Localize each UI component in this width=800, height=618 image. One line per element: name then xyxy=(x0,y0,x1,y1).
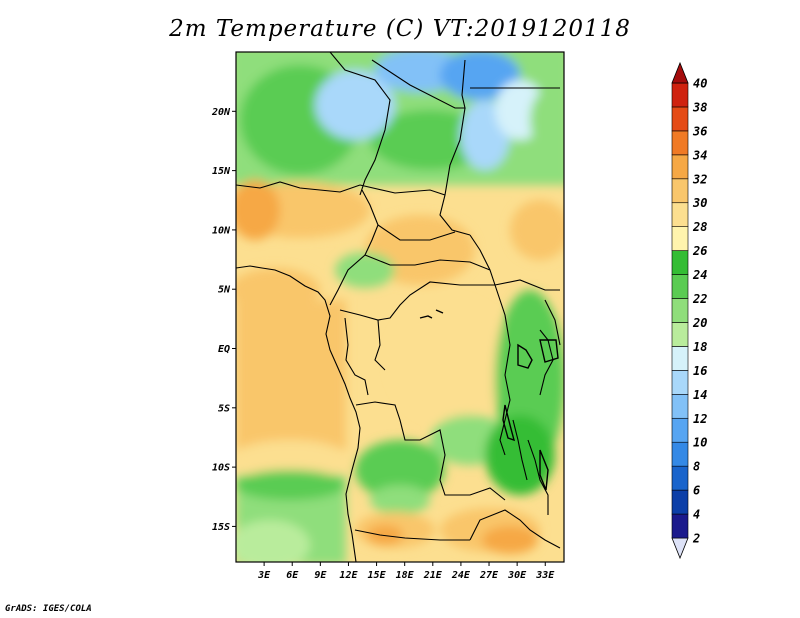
colorbar-label: 6 xyxy=(693,484,700,498)
chart-title: 2m Temperature (C) VT:2019120118 xyxy=(169,16,631,42)
lon-tick-label: 6E xyxy=(286,570,299,581)
lon-tick-label: 18E xyxy=(396,570,415,581)
colorbar-segment xyxy=(671,106,689,132)
colorbar-segment xyxy=(671,346,689,371)
grads-credit: GrADS: IGES/COLA xyxy=(5,604,92,614)
colorbar-label: 40 xyxy=(693,77,707,91)
lon-tick-label: 9E xyxy=(314,570,327,581)
lon-tick-label: 27E xyxy=(479,570,499,581)
colorbar-segment xyxy=(671,417,689,443)
colorbar-segment xyxy=(671,322,689,347)
colorbar-segment xyxy=(671,298,689,323)
colorbar-label: 32 xyxy=(692,172,707,186)
colorbar-segment xyxy=(671,394,689,419)
country-borders xyxy=(236,52,561,562)
lat-tick-label: 15S xyxy=(212,522,230,533)
colorbar-high-triangle xyxy=(671,61,689,84)
colorbar-label: 12 xyxy=(693,412,707,426)
colorbar-label: 22 xyxy=(692,292,707,306)
colorbar-label: 26 xyxy=(692,244,707,258)
colorbar-segment xyxy=(671,489,689,515)
colorbar-segment xyxy=(671,154,689,180)
colorbar-segment xyxy=(671,370,689,395)
lon-tick-label: 3E xyxy=(257,570,271,581)
map-frame xyxy=(235,51,565,563)
colorbar-label: 4 xyxy=(693,508,700,522)
lon-tick-label: 12E xyxy=(339,570,358,581)
lat-tick-label: EQ xyxy=(218,344,230,355)
colorbar-segment xyxy=(671,513,689,539)
lat-tick-label: 5S xyxy=(218,403,230,414)
colorbar-segment xyxy=(671,202,689,227)
lat-tick-label: 10S xyxy=(212,463,230,474)
colorbar-label: 30 xyxy=(692,196,707,210)
lat-tick-label: 15N xyxy=(212,166,231,177)
longitude-ticks: 3E 6E 9E 12E 15E 18E 21E 24E 27E 30E 33E xyxy=(257,562,555,581)
colorbar-label: 16 xyxy=(693,364,707,378)
colorbar-segment xyxy=(671,226,689,251)
colorbar-label: 8 xyxy=(693,460,700,474)
colorbar-label: 20 xyxy=(692,316,707,330)
colorbar-segment xyxy=(671,465,689,491)
colorbar-low-triangle xyxy=(671,537,689,560)
lon-tick-label: 30E xyxy=(507,570,527,581)
temperature-field xyxy=(236,52,564,562)
lon-tick-label: 15E xyxy=(368,570,387,581)
lake-outlines xyxy=(419,309,559,491)
lon-tick-label: 24E xyxy=(451,570,471,581)
latitude-ticks: 20N 15N 10N 5N EQ 5S 10S 15S xyxy=(211,107,236,533)
colorbar-segment xyxy=(671,82,689,108)
colorbar-label: 24 xyxy=(692,268,707,282)
colorbar-label: 38 xyxy=(692,100,707,114)
lat-tick-label: 20N xyxy=(211,107,231,118)
lon-tick-label: 33E xyxy=(535,570,555,581)
lon-tick-label: 21E xyxy=(423,570,443,581)
colorbar-segment xyxy=(671,178,689,204)
colorbar-label: 34 xyxy=(692,148,707,162)
lat-tick-label: 10N xyxy=(212,225,231,236)
colorbar-label: 10 xyxy=(693,436,707,450)
colorbar-label: 2 xyxy=(692,532,700,546)
lat-tick-label: 5N xyxy=(218,285,231,296)
colorbar-segment xyxy=(671,274,689,299)
colorbar-segment xyxy=(671,441,689,467)
colorbar-segment xyxy=(671,250,689,275)
colorbar-label: 36 xyxy=(692,124,707,138)
colorbar-segment xyxy=(671,130,689,156)
colorbar-label: 18 xyxy=(693,340,707,354)
colorbar-label: 14 xyxy=(693,388,707,402)
colorbar-label: 28 xyxy=(692,220,707,234)
